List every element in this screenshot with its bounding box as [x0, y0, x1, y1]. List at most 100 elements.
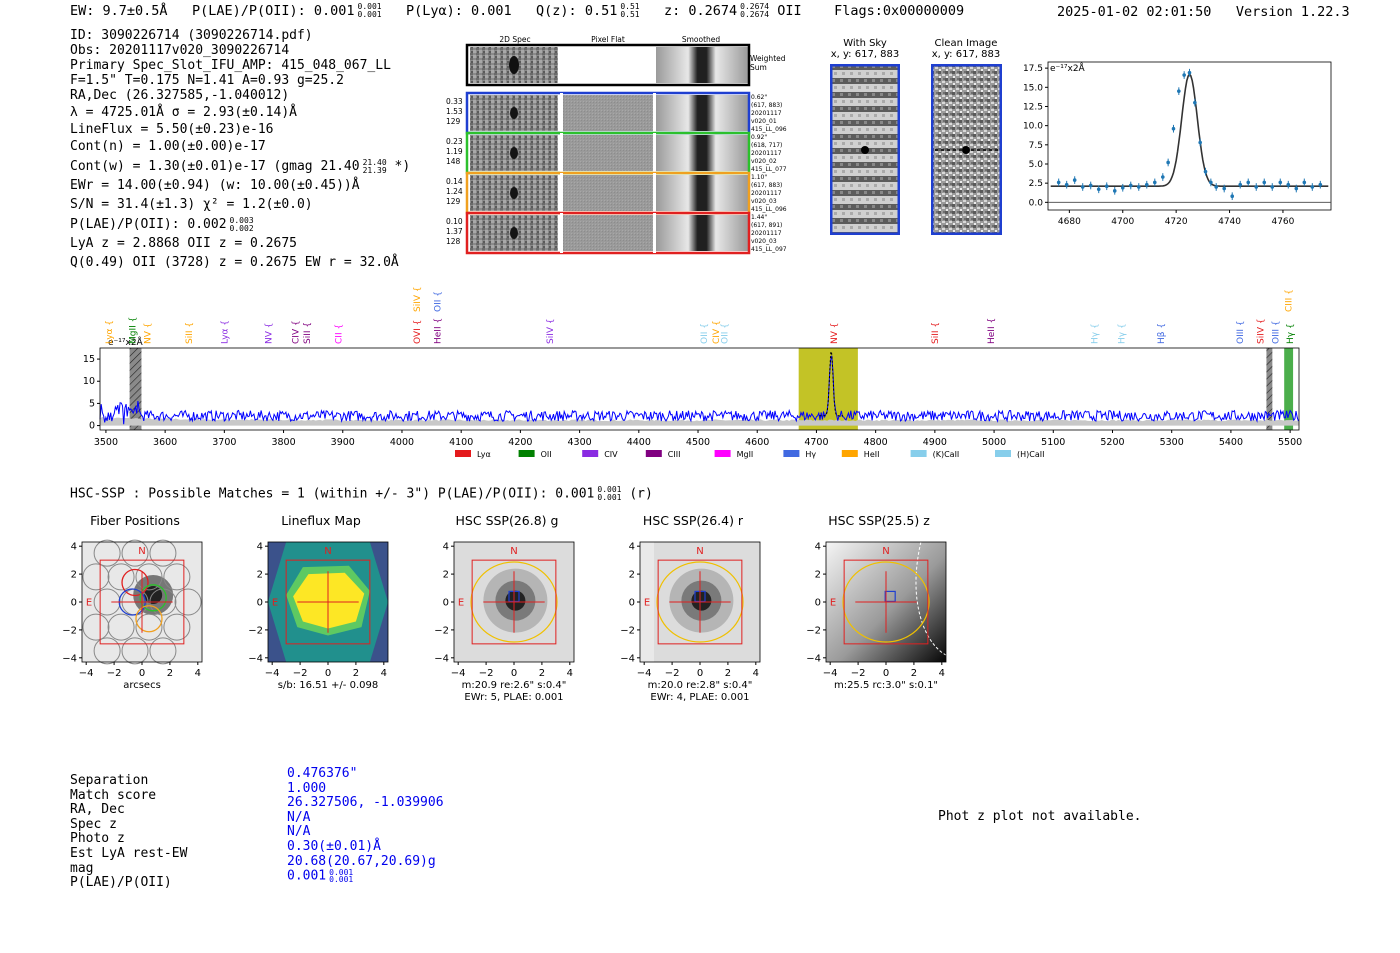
cutout-gap	[653, 93, 656, 133]
cutout-gap	[560, 133, 563, 173]
stamp-xtick-label: 0	[511, 668, 517, 679]
clean-image-title: Clean Image x, y: 617, 883	[916, 38, 1016, 60]
zoom-point	[1120, 185, 1125, 190]
lineflux-peak	[293, 572, 365, 629]
spectrum-line-label: OII {	[700, 323, 710, 344]
cutout-left-l2: 1.24	[446, 187, 463, 196]
spectrum-line-label: CIII {	[1284, 289, 1294, 312]
cutout-right-r3: 20201117	[751, 150, 782, 157]
spectrum-line-label: SiII {	[303, 322, 313, 344]
spectrum-ytick-label: 5	[89, 398, 95, 409]
match-value-text: N/A	[287, 824, 311, 840]
cutout-right-r2: (617, 883)	[751, 102, 782, 109]
fiber-circle	[121, 637, 149, 665]
clean-image	[930, 63, 1003, 239]
zoom-ytick-label: 5.0	[1029, 160, 1044, 170]
spectrum-line-name: CII {	[335, 324, 345, 344]
timestamp: 2025-01-02 02:01:50	[1057, 4, 1212, 20]
target-box	[884, 590, 896, 603]
zoom-point	[1128, 183, 1133, 188]
match-labels: Separation Match score RA, Dec Spec z Photo …	[70, 773, 187, 891]
spectrum-line-name: Hγ {	[1286, 323, 1296, 344]
legend-label: OII	[541, 450, 552, 459]
cutout-right-r4: v020_02	[751, 158, 777, 165]
cutout-left-l2: 1.37	[446, 227, 463, 236]
info-q: Q(0.49) OII (3728) z = 0.2675 EW r = 32.…	[70, 255, 399, 270]
spectrum-ytick-label: 0	[89, 421, 95, 432]
legend-swatch	[582, 450, 599, 457]
zoom-point	[1182, 73, 1186, 77]
stamp-title: HSC SSP(26.8) g	[455, 513, 559, 528]
stamp-xtick-label: 4	[381, 668, 387, 679]
stamp-caption: m:20.9 re:2.6" s:0.4"	[462, 680, 567, 691]
stamp-ytick-label: −4	[806, 653, 821, 664]
fiber-circle	[107, 563, 135, 591]
cutouts-svg: 2D Spec Pixel Flat Smoothed Weighted Sum…	[446, 35, 787, 255]
fiber-circle	[149, 637, 177, 665]
match-label: Photo z	[70, 831, 125, 847]
zoom-point	[1294, 186, 1299, 191]
stamp-ytick-label: 0	[71, 598, 77, 609]
zoom-point	[1246, 180, 1251, 185]
cutout-left-l3: 129	[446, 117, 461, 126]
contw-lo: 21.39	[362, 165, 387, 175]
zoom-point	[1072, 178, 1077, 182]
col-smoothed: Smoothed	[682, 35, 721, 44]
cutout-left-l1: 0.33	[446, 97, 463, 106]
spectrum-line	[99, 355, 1299, 425]
east-label: E	[86, 597, 92, 608]
full-spectrum: e⁻¹⁷x2Å 0 5 10 15 3500 3600 3700 3800 3900 4000 41…	[60, 270, 1310, 469]
hsc-p-hi: 0.001	[597, 485, 622, 494]
legend-label: (K)CaII	[933, 450, 960, 459]
stamp-caption: arcsecs	[123, 680, 161, 691]
stamp-ytick-label: 2	[443, 570, 449, 581]
spectrum-line-name: HeII {	[987, 318, 997, 344]
spectrum-line-name: Hβ {	[1157, 323, 1167, 344]
zoom-line-fit: e⁻¹⁷x2Å 0.0 2.5 5.0 7.5 10.0 12.5 15.0 17.5 4680…	[1010, 55, 1340, 239]
zoom-unit: e⁻¹⁷x2Å	[1050, 62, 1086, 74]
spectrum-ytick-label: 10	[83, 376, 95, 387]
spectrum-line-name: SiIV {	[413, 286, 423, 312]
z-value: z: 0.2674	[663, 3, 738, 19]
stamp-ytick-label: 2	[815, 570, 821, 581]
spectrum-line-name: SiIV {	[1257, 318, 1267, 344]
spectrum-ylabel: e⁻¹⁷x2Å	[108, 336, 144, 348]
aperture-ellipse	[842, 561, 930, 643]
zoom-point	[1209, 180, 1213, 185]
spectrum-line-name: Lyα {	[220, 320, 230, 344]
cutout-right-r1: 1.10"	[751, 174, 767, 181]
legend-swatch	[645, 450, 662, 457]
spectrum-line-label: CII {	[335, 324, 345, 344]
cutout-right-r2: (617, 883)	[751, 182, 782, 189]
spectrum-band	[129, 348, 142, 430]
match-value: N/A	[287, 825, 444, 840]
match-label: RA, Dec	[70, 802, 125, 818]
col-pixelflat: Pixel Flat	[591, 35, 625, 44]
zoom-point	[1214, 185, 1218, 189]
info-lyaz: LyA z = 2.8868 OII z = 0.2675	[70, 236, 297, 251]
galaxy-core	[691, 590, 712, 611]
east-label: E	[644, 597, 650, 608]
match-value: 0.30(±0.01)Å	[287, 839, 444, 855]
match-label: Separation	[70, 773, 149, 788]
spectrum-line-label: Hγ {	[1117, 323, 1127, 344]
cutout-gap	[653, 133, 656, 173]
stamp-xtick-label: 2	[353, 668, 359, 679]
spectrum-fit	[819, 349, 844, 417]
cutout-left-l2: 1.19	[446, 147, 463, 156]
stamp-ytick-label: 4	[443, 542, 449, 553]
zoom-point	[1238, 182, 1243, 187]
zoom-point	[1302, 180, 1307, 185]
zoom-ytick-label: 2.5	[1029, 179, 1043, 189]
info-lineflux: LineFlux = 5.50(±0.23)e-16	[70, 122, 274, 137]
spectrum-line-label: OII {	[433, 291, 443, 312]
spectrum-line-label: Lyα {	[105, 320, 115, 344]
stamp-xtick-label: −4	[79, 668, 94, 679]
contw-end: *)	[394, 159, 411, 174]
zoom-point	[1161, 175, 1165, 179]
spectrum-line-label: OIII {	[1271, 320, 1281, 344]
stamp-xtick-label: 4	[567, 668, 573, 679]
spectrum-xtick-label: 4800	[864, 437, 888, 448]
legend-label: Hγ	[805, 450, 816, 459]
stamp-xtick-label: −4	[637, 668, 652, 679]
